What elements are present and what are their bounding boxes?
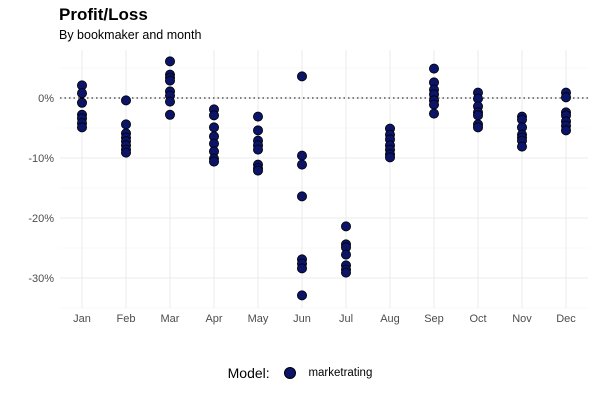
data-point-apr: [208, 122, 219, 133]
legend-key-marketrating: [283, 367, 296, 380]
data-point-oct: [472, 122, 483, 133]
chart-subtitle: By bookmaker and month: [59, 28, 202, 42]
data-point-may: [252, 111, 263, 122]
data-point-sep: [428, 63, 439, 74]
data-point-aug: [384, 152, 395, 163]
data-point-mar: [164, 56, 175, 67]
data-point-apr: [208, 110, 219, 121]
y-tick-label: -10%: [28, 153, 54, 165]
data-point-jun: [296, 290, 307, 301]
data-point-jun: [296, 71, 307, 82]
data-point-feb: [121, 147, 132, 158]
x-tick-label: Sep: [424, 313, 444, 325]
data-point-jul: [340, 221, 351, 232]
x-tick-label: Jul: [339, 313, 353, 325]
data-point-jan: [77, 97, 88, 108]
data-point-jan: [77, 88, 88, 99]
data-point-sep: [428, 108, 439, 119]
x-tick-label: Jan: [73, 313, 91, 325]
y-tick-label: 0%: [38, 93, 54, 105]
y-tick-label: -20%: [28, 213, 54, 225]
legend: Model: marketrating: [0, 364, 600, 381]
data-point-jun: [296, 191, 307, 202]
data-point-mar: [164, 109, 175, 120]
y-tick-label: -30%: [28, 273, 54, 285]
data-point-nov: [517, 141, 528, 152]
data-point-may: [252, 165, 263, 176]
x-tick-label: Nov: [512, 313, 532, 325]
x-tick-label: Oct: [469, 313, 486, 325]
data-point-apr: [208, 156, 219, 167]
data-point-jan: [77, 122, 88, 133]
data-point-dec: [561, 125, 572, 136]
x-tick-label: Aug: [380, 313, 400, 325]
data-point-jul: [340, 267, 351, 278]
x-tick-label: Jun: [293, 313, 311, 325]
data-point-feb: [121, 95, 132, 106]
data-point-sep: [428, 99, 439, 110]
data-point-mar: [164, 96, 175, 107]
x-tick-label: Feb: [117, 313, 136, 325]
data-point-jun: [296, 159, 307, 170]
data-point-feb: [121, 119, 132, 130]
x-tick-label: May: [248, 313, 269, 325]
legend-label-marketrating: marketrating: [308, 367, 373, 380]
x-tick-label: Mar: [161, 313, 180, 325]
x-tick-label: Apr: [205, 313, 222, 325]
legend-title: Model:: [227, 365, 270, 382]
data-point-may: [252, 125, 263, 136]
data-point-jun: [296, 263, 307, 274]
data-point-mar: [164, 75, 175, 86]
data-point-may: [252, 144, 263, 155]
data-point-jun: [296, 150, 307, 161]
data-point-oct: [472, 110, 483, 121]
data-point-dec: [561, 92, 572, 103]
data-point-jul: [340, 249, 351, 260]
x-tick-label: Dec: [556, 313, 576, 325]
chart-title: Profit/Loss: [59, 5, 148, 24]
